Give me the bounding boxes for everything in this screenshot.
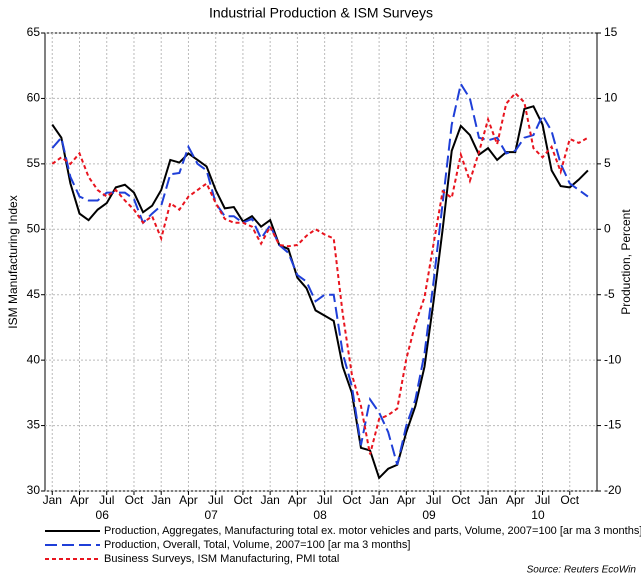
- x-tick-label: Jan: [478, 493, 497, 507]
- y-tick-label: 60: [27, 91, 41, 105]
- x-tick-label: Apr: [179, 493, 198, 507]
- y2-tick-label: 0: [604, 221, 611, 235]
- x-tick-label: Apr: [506, 493, 525, 507]
- y2-tick-label: -20: [604, 483, 622, 497]
- x-tick-label: Jul: [426, 493, 441, 507]
- y2-tick-label: -10: [604, 352, 622, 366]
- x-tick-label: Jan: [152, 493, 171, 507]
- x-tick-label: Jul: [208, 493, 223, 507]
- x-tick-label: Jul: [317, 493, 332, 507]
- series-line: [51, 81, 589, 466]
- y-tick-label: 45: [27, 287, 41, 301]
- y-tick-label: 30: [27, 483, 41, 497]
- chart-title: Industrial Production & ISM Surveys: [209, 5, 433, 21]
- x-tick-label: Jan: [260, 493, 279, 507]
- y-tick-label: 40: [27, 352, 41, 366]
- x-year-label: 08: [313, 508, 327, 522]
- x-year-label: 06: [96, 508, 110, 522]
- y-tick-label: 50: [27, 221, 41, 235]
- series-line: [51, 91, 589, 455]
- source-note: Source: Reuters EcoWin: [527, 565, 637, 576]
- x-tick-label: Jul: [535, 493, 550, 507]
- series-line: [51, 105, 589, 480]
- y2-tick-label: 10: [604, 91, 618, 105]
- legend-label: Production, Overall, Total, Volume, 2007…: [104, 539, 410, 551]
- x-tick-label: Apr: [397, 493, 416, 507]
- y-tick-label: 35: [27, 418, 41, 432]
- y2-tick-label: -15: [604, 418, 622, 432]
- y-tick-label: 65: [27, 25, 41, 39]
- x-tick-label: Jan: [369, 493, 388, 507]
- x-tick-label: Oct: [451, 493, 470, 507]
- y2-tick-label: 15: [604, 25, 618, 39]
- y2-tick-label: -5: [604, 287, 615, 301]
- legend-label: Production, Aggregates, Manufacturing to…: [104, 525, 641, 537]
- x-tick-label: Oct: [343, 493, 362, 507]
- x-tick-label: Jan: [43, 493, 62, 507]
- y2-axis-label: Production, Percent: [619, 209, 633, 315]
- x-tick-label: Oct: [234, 493, 253, 507]
- plot-frame: [44, 32, 598, 492]
- x-year-label: 10: [531, 508, 545, 522]
- y2-tick-label: 5: [604, 156, 611, 170]
- x-tick-label: Apr: [288, 493, 307, 507]
- x-year-label: 09: [422, 508, 436, 522]
- x-tick-label: Oct: [125, 493, 144, 507]
- legend-label: Business Surveys, ISM Manufacturing, PMI…: [104, 553, 339, 565]
- x-tick-label: Oct: [560, 493, 579, 507]
- y-axis-label: ISM Manufacturing Index: [6, 195, 20, 328]
- x-tick-label: Apr: [70, 493, 89, 507]
- y-tick-label: 55: [27, 156, 41, 170]
- x-tick-label: Jul: [99, 493, 114, 507]
- x-year-label: 07: [204, 508, 218, 522]
